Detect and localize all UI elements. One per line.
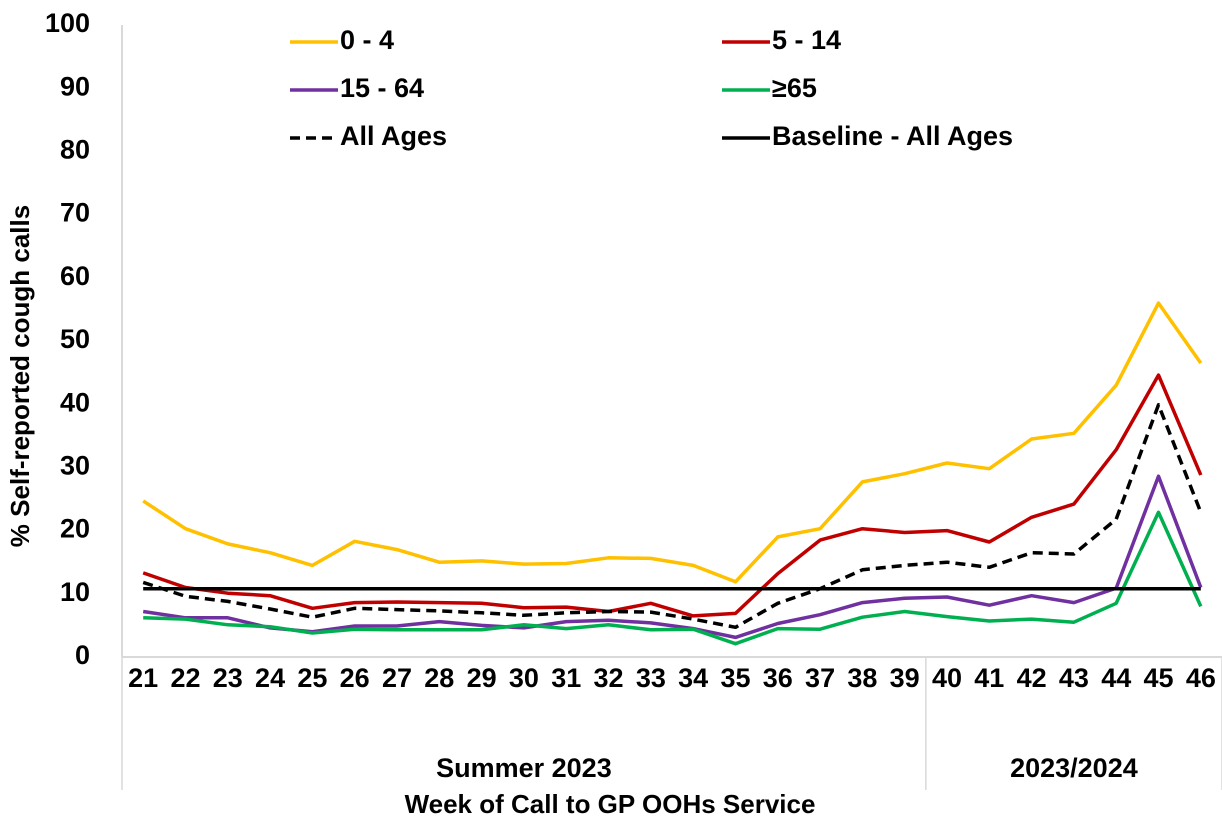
y-tick-label: 80 — [60, 135, 90, 165]
x-tick-label: 27 — [382, 663, 412, 693]
legend-label: 5 - 14 — [772, 25, 841, 55]
y-tick-label: 30 — [60, 451, 90, 481]
y-tick-label: 50 — [60, 324, 90, 354]
group-label: 2023/2024 — [1010, 753, 1138, 783]
x-tick-label: 34 — [678, 663, 708, 693]
x-tick-label: 39 — [890, 663, 920, 693]
y-tick-label: 90 — [60, 71, 90, 101]
group-label: Summer 2023 — [436, 753, 612, 783]
x-tick-label: 36 — [763, 663, 793, 693]
x-tick-label: 25 — [297, 663, 327, 693]
y-tick-label: 70 — [60, 198, 90, 228]
y-tick-label: 20 — [60, 514, 90, 544]
legend-label: 15 - 64 — [340, 73, 424, 103]
x-tick-label: 45 — [1144, 663, 1174, 693]
x-tick-label: 26 — [340, 663, 370, 693]
x-tick-label: 32 — [594, 663, 624, 693]
series-line — [142, 373, 1203, 618]
x-tick-label: 43 — [1059, 663, 1089, 693]
legend-label: 0 - 4 — [340, 25, 394, 55]
x-tick-label: 37 — [805, 663, 835, 693]
x-tick-label: 35 — [720, 663, 750, 693]
x-tick-label: 38 — [847, 663, 877, 693]
x-axis-title: Week of Call to GP OOHs Service — [405, 789, 816, 819]
x-tick-label: 29 — [467, 663, 497, 693]
x-tick-label: 23 — [213, 663, 243, 693]
y-tick-label: 100 — [45, 8, 90, 38]
series-line — [143, 510, 1203, 646]
y-tick-label: 40 — [60, 387, 90, 417]
x-tick-label: 41 — [974, 663, 1004, 693]
y-tick-label: 0 — [75, 640, 90, 670]
y-axis-title: % Self-reported cough calls — [5, 205, 35, 547]
x-tick-label: 22 — [170, 663, 200, 693]
x-tick-label: 44 — [1101, 663, 1131, 693]
y-tick-label: 10 — [60, 577, 90, 607]
x-tick-label: 21 — [128, 663, 158, 693]
x-tick-label: 40 — [932, 663, 962, 693]
x-tick-label: 31 — [551, 663, 581, 693]
legend-label: ≥65 — [772, 73, 817, 103]
y-tick-label: 60 — [60, 261, 90, 291]
legend-label: All Ages — [340, 121, 447, 151]
legend-label: Baseline - All Ages — [772, 121, 1013, 151]
series-line — [142, 403, 1203, 630]
series-line — [142, 474, 1203, 640]
x-tick-label: 24 — [255, 663, 285, 693]
x-tick-label: 42 — [1017, 663, 1047, 693]
x-tick-label: 28 — [424, 663, 454, 693]
x-tick-label: 30 — [509, 663, 539, 693]
x-tick-label: 33 — [636, 663, 666, 693]
x-tick-label: 46 — [1186, 663, 1216, 693]
series-line — [142, 301, 1203, 584]
